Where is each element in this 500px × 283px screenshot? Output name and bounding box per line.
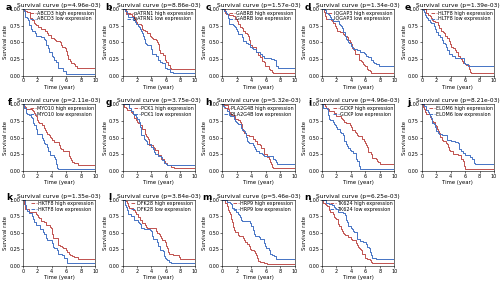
Text: l: l [108,193,112,202]
X-axis label: Time (year): Time (year) [144,85,174,90]
X-axis label: Time (year): Time (year) [442,180,474,185]
Title: Survival curve (p=6.25e-03): Survival curve (p=6.25e-03) [316,194,400,199]
Text: k: k [6,193,12,202]
Y-axis label: Survival rate: Survival rate [202,121,207,155]
X-axis label: Time (year): Time (year) [342,85,374,90]
Title: Survival curve (p=3.75e-03): Survival curve (p=3.75e-03) [117,98,200,103]
Legend: IQGAP3 high expression, IQGAP3 low expression: IQGAP3 high expression, IQGAP3 low expre… [327,10,394,22]
X-axis label: Time (year): Time (year) [144,180,174,185]
X-axis label: Time (year): Time (year) [342,180,374,185]
Legend: MYO10 high expression, MYO10 low expression: MYO10 high expression, MYO10 low express… [30,106,94,117]
Title: Survival curve (p=1.34e-03): Survival curve (p=1.34e-03) [316,3,400,8]
Title: Survival curve (p=1.57e-03): Survival curve (p=1.57e-03) [216,3,300,8]
Legend: PLA2G4B high expression, PLA2G4B low expression: PLA2G4B high expression, PLA2G4B low exp… [224,106,294,117]
X-axis label: Time (year): Time (year) [44,85,74,90]
Y-axis label: Survival rate: Survival rate [3,121,8,155]
Text: c: c [206,3,212,12]
X-axis label: Time (year): Time (year) [243,275,274,280]
X-axis label: Time (year): Time (year) [342,275,374,280]
Title: Survival curve (p=5.46e-03): Survival curve (p=5.46e-03) [216,194,300,199]
Text: m: m [202,193,211,202]
Y-axis label: Survival rate: Survival rate [102,121,108,155]
X-axis label: Time (year): Time (year) [243,180,274,185]
X-axis label: Time (year): Time (year) [442,85,474,90]
X-axis label: Time (year): Time (year) [144,275,174,280]
Text: g: g [106,98,112,107]
Legend: HKTF8 high expression, HKTF8 low expression: HKTF8 high expression, HKTF8 low express… [31,201,94,212]
Legend: ELOM6 high expression, ELOM6 low expression: ELOM6 high expression, ELOM6 low express… [428,106,493,117]
Title: Survival curve (p=1.35e-03): Survival curve (p=1.35e-03) [17,194,101,199]
Y-axis label: Survival rate: Survival rate [302,121,307,155]
Title: Survival curve (p=8.86e-03): Survival curve (p=8.86e-03) [117,3,200,8]
Y-axis label: Survival rate: Survival rate [302,25,307,59]
Text: d: d [305,3,311,12]
Text: n: n [304,193,311,202]
Y-axis label: Survival rate: Survival rate [302,216,307,250]
Title: Survival curve (p=1.39e-03): Survival curve (p=1.39e-03) [416,3,500,8]
Legend: HRP9 high expression, HRP9 low expression: HRP9 high expression, HRP9 low expressio… [233,201,294,212]
Y-axis label: Survival rate: Survival rate [202,25,207,59]
Legend: HLTF8 high expression, HLTF8 low expression: HLTF8 high expression, HLTF8 low express… [430,10,493,22]
Y-axis label: Survival rate: Survival rate [402,121,406,155]
Y-axis label: Survival rate: Survival rate [102,216,108,250]
Legend: pATRN1 high expression, pATRN1 low expression: pATRN1 high expression, pATRN1 low expre… [126,10,194,22]
Legend: PCK1 high expression, PCK1 low expression: PCK1 high expression, PCK1 low expressio… [134,106,194,117]
Title: Survival curve (p=4.96e-03): Survival curve (p=4.96e-03) [17,3,101,8]
Text: f: f [8,98,12,107]
X-axis label: Time (year): Time (year) [243,85,274,90]
Title: Survival curve (p=8.21e-03): Survival curve (p=8.21e-03) [416,98,500,103]
Y-axis label: Survival rate: Survival rate [3,216,8,250]
Legend: DFK28 high expression, DFK28 low expression: DFK28 high expression, DFK28 low express… [130,201,194,212]
Legend: GCKP high expression, GCKP low expression: GCKP high expression, GCKP low expressio… [332,106,394,117]
Legend: ABCD3 high expression, ABCD3 low expression: ABCD3 high expression, ABCD3 low express… [30,10,94,22]
X-axis label: Time (year): Time (year) [44,275,74,280]
Y-axis label: Survival rate: Survival rate [102,25,108,59]
Text: a: a [6,3,12,12]
Y-axis label: Survival rate: Survival rate [202,216,207,250]
Legend: TK624 high expression, TK624 low expression: TK624 high expression, TK624 low express… [330,201,394,212]
Text: h: h [205,98,212,107]
Title: Survival curve (p=5.32e-03): Survival curve (p=5.32e-03) [216,98,300,103]
Text: b: b [106,3,112,12]
Legend: GABRB high expression, GABRB low expression: GABRB high expression, GABRB low express… [228,10,294,22]
Title: Survival curve (p=4.96e-03): Survival curve (p=4.96e-03) [316,98,400,103]
Text: i: i [308,98,311,107]
Y-axis label: Survival rate: Survival rate [3,25,8,59]
Title: Survival curve (p=3.84e-03): Survival curve (p=3.84e-03) [117,194,200,199]
Text: j: j [408,98,411,107]
Y-axis label: Survival rate: Survival rate [402,25,406,59]
X-axis label: Time (year): Time (year) [44,180,74,185]
Title: Survival curve (p=2.11e-03): Survival curve (p=2.11e-03) [17,98,101,103]
Text: e: e [404,3,411,12]
